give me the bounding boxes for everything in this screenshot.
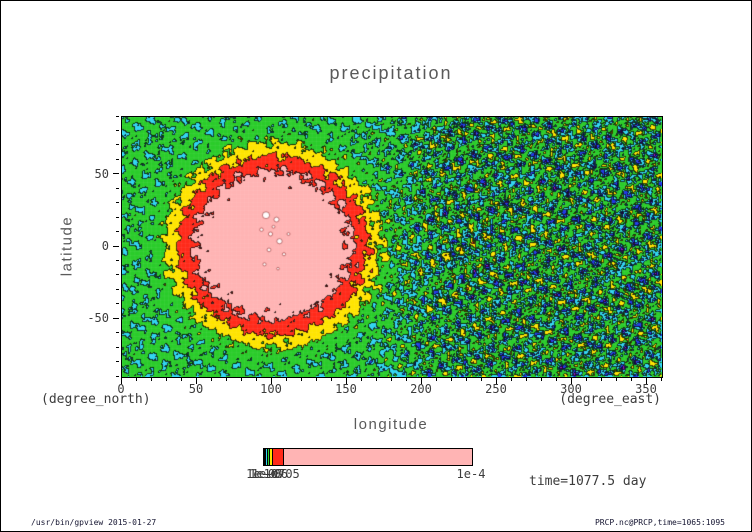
colorbar-segment-blue bbox=[265, 449, 267, 465]
x-axis-tick bbox=[555, 378, 557, 381]
x-axis-tick bbox=[495, 378, 497, 384]
colorbar-tick-label: 1e-05 bbox=[263, 467, 300, 481]
x-axis-tick bbox=[375, 378, 377, 381]
x-tick-label: 150 bbox=[335, 382, 357, 396]
x-axis-tick bbox=[150, 378, 152, 381]
x-axis-tick bbox=[510, 378, 512, 381]
colorbar-segment-pink bbox=[283, 449, 472, 465]
y-tick-label: -50 bbox=[87, 311, 109, 326]
y-axis-tick bbox=[116, 216, 119, 218]
x-axis-tick bbox=[570, 378, 572, 384]
x-axis-tick bbox=[195, 378, 197, 384]
x-axis-tick bbox=[285, 378, 287, 381]
y-axis-tick bbox=[116, 375, 119, 377]
time-annotation: time=1077.5 day bbox=[529, 474, 647, 489]
x-axis-tick bbox=[465, 378, 467, 381]
y-axis-tick bbox=[116, 288, 119, 290]
footer-dataset: PRCP.nc@PRCP,time=1065:1095 bbox=[594, 518, 725, 527]
x-axis-tick bbox=[240, 378, 242, 381]
x-tick-label: 350 bbox=[635, 382, 657, 396]
y-axis-tick bbox=[116, 144, 119, 146]
x-axis-tick bbox=[540, 378, 542, 381]
x-axis-tick bbox=[345, 378, 347, 384]
x-axis-tick bbox=[120, 378, 122, 384]
x-axis-tick bbox=[300, 378, 302, 381]
x-axis-tick bbox=[270, 378, 272, 384]
x-axis-tick bbox=[600, 378, 602, 381]
y-axis-tick bbox=[116, 202, 119, 204]
y-axis-unit: (degree_north) bbox=[41, 392, 151, 407]
x-axis-tick bbox=[330, 378, 332, 381]
colorbar bbox=[263, 448, 473, 466]
x-axis-tick bbox=[360, 378, 362, 381]
x-tick-label: 300 bbox=[560, 382, 582, 396]
x-axis-tick bbox=[450, 378, 452, 381]
y-axis-tick bbox=[116, 303, 119, 305]
x-axis-tick bbox=[420, 378, 422, 384]
x-axis-tick bbox=[615, 378, 617, 381]
x-tick-label: 0 bbox=[117, 382, 125, 396]
colorbar-segment-cyan bbox=[266, 449, 269, 465]
x-axis-tick bbox=[630, 378, 632, 381]
colorbar-segment-red bbox=[272, 449, 284, 465]
chart-title: precipitation bbox=[329, 63, 453, 83]
x-axis-tick bbox=[225, 378, 227, 381]
x-axis-unit: (degree_east) bbox=[559, 392, 661, 407]
x-axis-tick bbox=[135, 378, 137, 381]
y-axis-tick bbox=[116, 187, 119, 189]
colorbar-tick-label: 1e-06 bbox=[251, 467, 288, 481]
x-tick-label: 200 bbox=[410, 382, 432, 396]
colorbar-segment-green bbox=[268, 449, 270, 465]
x-tick-label: 250 bbox=[485, 382, 507, 396]
x-axis-tick bbox=[480, 378, 482, 381]
y-axis-tick bbox=[113, 173, 119, 175]
x-axis-tick bbox=[390, 378, 392, 381]
x-axis-label: longitude bbox=[353, 416, 429, 433]
y-axis-tick bbox=[116, 361, 119, 363]
colorbar-tick-label: 1e-4 bbox=[456, 467, 486, 481]
x-tick-label: 50 bbox=[188, 382, 204, 396]
y-tick-label: 0 bbox=[101, 239, 109, 253]
y-axis-tick bbox=[116, 274, 119, 276]
y-axis-tick bbox=[116, 346, 119, 348]
colorbar-segment-yellow bbox=[269, 449, 273, 465]
y-axis-tick bbox=[116, 158, 119, 160]
colorbar-tick-label: 1e-07 bbox=[249, 467, 286, 481]
x-axis-tick bbox=[210, 378, 212, 381]
colorbar-tick-label: 1e-08 bbox=[246, 467, 283, 481]
x-axis-tick bbox=[585, 378, 587, 381]
x-axis-tick bbox=[315, 378, 317, 381]
contour-field-canvas bbox=[122, 117, 662, 377]
y-axis-tick bbox=[116, 115, 119, 117]
plot-area bbox=[121, 116, 663, 378]
footer-command: /usr/bin/gpview 2015-01-27 bbox=[31, 518, 157, 527]
y-axis-tick bbox=[116, 259, 119, 261]
x-tick-label: 100 bbox=[260, 382, 282, 396]
y-axis-tick bbox=[116, 231, 119, 233]
x-axis-tick bbox=[405, 378, 407, 381]
y-axis-tick bbox=[113, 245, 119, 247]
x-axis-tick bbox=[180, 378, 182, 381]
x-axis-tick bbox=[255, 378, 257, 381]
x-axis-tick bbox=[165, 378, 167, 381]
y-axis-tick bbox=[116, 129, 119, 131]
x-axis-tick bbox=[435, 378, 437, 381]
y-axis-tick bbox=[116, 332, 119, 334]
colorbar-segment-purple bbox=[264, 449, 266, 465]
x-axis-tick bbox=[525, 378, 527, 381]
x-axis-tick bbox=[645, 378, 647, 384]
x-axis-tick bbox=[660, 378, 662, 381]
y-tick-label: 50 bbox=[94, 166, 109, 181]
y-axis-tick bbox=[113, 317, 119, 319]
